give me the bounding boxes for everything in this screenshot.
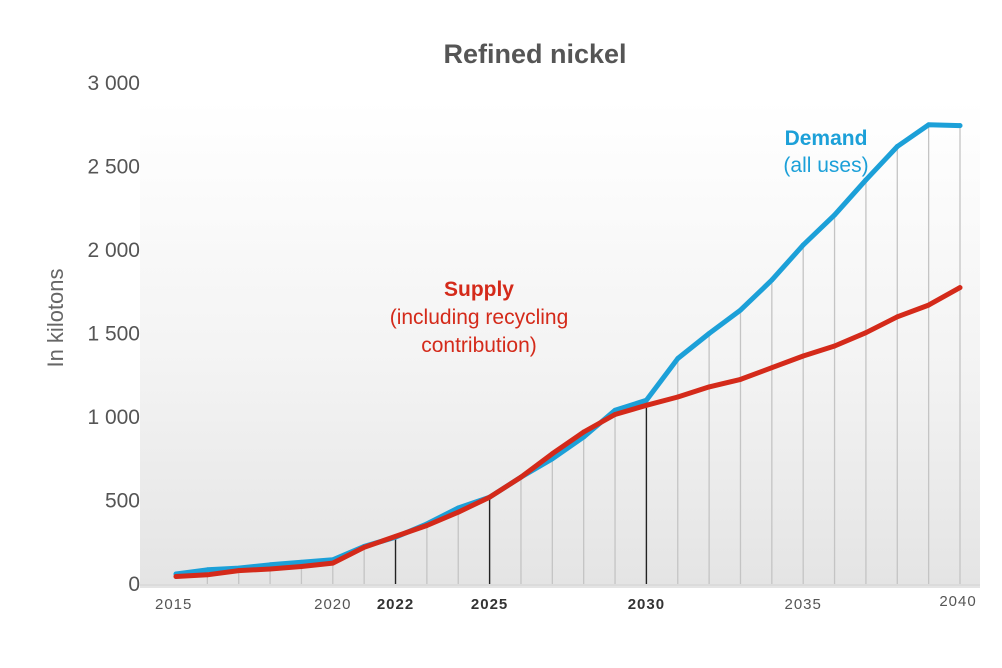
- demand-point-2016: [204, 567, 210, 573]
- y-tick-label: 1 500: [87, 323, 140, 346]
- supply-point-2021: [361, 544, 367, 550]
- demand-annotation: Demand (all uses): [783, 127, 868, 177]
- demand-sublabel: (all uses): [783, 154, 868, 177]
- supply-point-2040: [957, 285, 963, 290]
- supply-point-2035: [800, 353, 806, 359]
- y-tick-label: 0: [128, 573, 140, 596]
- supply-point-2024: [455, 509, 461, 515]
- demand-point-2033: [738, 307, 743, 313]
- supply-point-2018: [267, 566, 273, 572]
- supply-point-2036: [832, 343, 837, 349]
- demand-point-2029: [612, 407, 618, 413]
- supply-annotation: Supply (including recycling contribution…: [390, 278, 569, 357]
- supply-point-2037: [863, 330, 869, 336]
- supply-point-2015: [173, 574, 179, 579]
- demand-point-2035: [800, 242, 806, 248]
- x-tick-label-2030: 2030: [628, 596, 665, 613]
- demand-point-2039: [926, 122, 932, 128]
- grid: [206, 124, 961, 584]
- demand-point-2037: [863, 177, 869, 183]
- supply-point-2020: [330, 560, 336, 566]
- supply-point-2026: [518, 474, 524, 480]
- supply-point-2019: [299, 564, 304, 569]
- supply-point-2025: [487, 494, 492, 500]
- demand-line: [173, 122, 963, 577]
- supply-sublabel-line1: (including recycling: [390, 306, 569, 329]
- supply-point-2033: [738, 377, 743, 382]
- supply-point-2023: [424, 523, 430, 528]
- supply-sublabel-line2: contribution): [421, 334, 537, 357]
- supply-point-2031: [675, 394, 681, 400]
- y-tick-label: 500: [105, 490, 140, 513]
- supply-point-2017: [236, 568, 242, 574]
- demand-point-2034: [769, 277, 775, 283]
- demand-point-2032: [706, 331, 712, 336]
- x-tick-label-2025: 2025: [471, 596, 508, 613]
- series: [173, 122, 963, 579]
- x-tick-label-2022: 2022: [377, 596, 414, 613]
- demand-label: Demand: [785, 127, 868, 150]
- x-tick-label-2015: 2015: [155, 596, 192, 613]
- x-tick-label-2035: 2035: [785, 596, 822, 613]
- supply-point-2028: [581, 429, 587, 435]
- demand-point-2038: [894, 144, 900, 149]
- supply-point-2016: [204, 572, 210, 578]
- x-tick-label-2020: 2020: [314, 596, 351, 613]
- demand-point-2031: [675, 356, 681, 361]
- y-axis-label: In kilotons: [43, 268, 68, 367]
- supply-point-2039: [926, 302, 932, 308]
- y-tick-label: 2 500: [87, 156, 140, 179]
- demand-point-2040: [957, 123, 963, 128]
- supply-point-2034: [769, 365, 775, 371]
- demand-point-2019: [299, 559, 304, 565]
- supply-point-2038: [894, 314, 900, 320]
- supply-point-2029: [612, 412, 618, 417]
- supply-point-2032: [706, 384, 712, 390]
- supply-point-2030: [644, 402, 649, 408]
- axes: 0 500 1 000 1 500 2 000 2 500 3 000 2015 2020 202…: [87, 72, 980, 613]
- supply-label: Supply: [444, 278, 514, 301]
- demand-point-2030: [644, 397, 649, 403]
- demand-point-2036: [832, 212, 837, 218]
- demand-point-2018: [267, 562, 273, 568]
- y-tick-label: 1 000: [87, 406, 140, 429]
- supply-point-2022: [393, 534, 398, 539]
- supply-point-2027: [549, 451, 555, 457]
- chart-title: Refined nickel: [443, 39, 626, 69]
- y-tick-label: 3 000: [87, 72, 140, 95]
- x-tick-label-2040: 2040: [939, 593, 976, 610]
- y-tick-label: 2 000: [87, 239, 140, 262]
- supply-line: [173, 285, 963, 579]
